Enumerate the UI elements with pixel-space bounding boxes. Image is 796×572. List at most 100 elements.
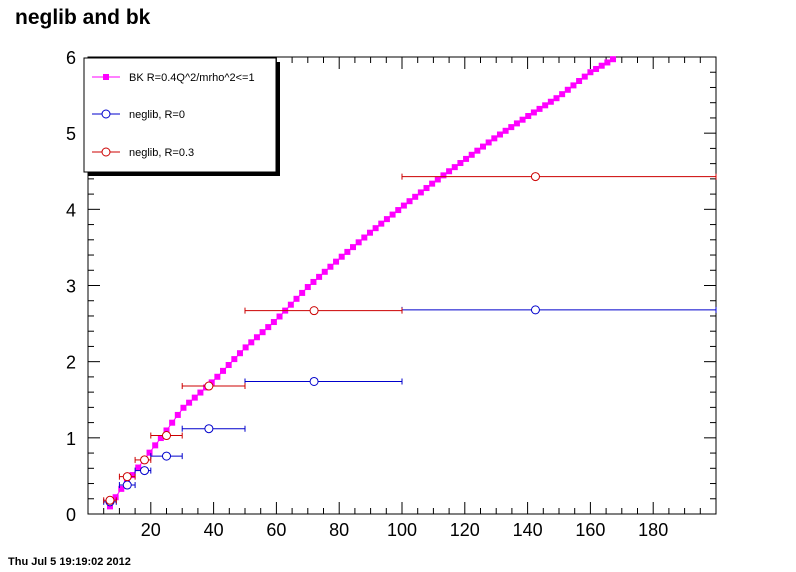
neglib-r0-data-point — [530, 305, 540, 315]
chart-title: neglib and bk — [15, 6, 151, 29]
neglib-r03-data-point — [140, 455, 150, 465]
bk-data-point — [118, 485, 125, 492]
bk-data-point — [214, 373, 221, 380]
bk-data-point — [146, 449, 153, 456]
neglib-r0-data-point — [122, 480, 132, 490]
bk-data-point — [169, 419, 176, 426]
neglib-r03-data-point — [204, 381, 214, 391]
bk-data-point — [191, 394, 198, 401]
y-tick-label: 5 — [66, 124, 76, 144]
bk-data-point — [276, 313, 283, 320]
neglib-r0-data-point — [309, 376, 319, 386]
x-tick-label: 80 — [329, 520, 349, 540]
x-tick-label: 40 — [204, 520, 224, 540]
bk-data-point — [152, 442, 159, 449]
bk-data-point — [463, 155, 470, 162]
bk-data-point — [112, 494, 119, 501]
bk-data-point — [542, 102, 549, 109]
bk-data-point — [485, 139, 492, 146]
bk-data-point — [163, 427, 170, 434]
bk-data-point — [451, 164, 458, 171]
bk-data-point — [186, 399, 193, 406]
bk-data-point — [406, 198, 413, 205]
bk-data-point — [270, 319, 277, 326]
bk-data-point — [610, 56, 617, 63]
bk-data-point — [598, 62, 605, 69]
neglib-r0-data-point — [204, 424, 214, 434]
bk-data-point — [395, 207, 402, 214]
bk-data-point — [457, 160, 464, 167]
neglib-r03-data-point — [530, 172, 540, 182]
bk-data-point — [434, 176, 441, 183]
bk-data-point — [366, 229, 373, 236]
neglib-r0-data-point — [140, 466, 150, 476]
bk-data-point — [350, 244, 357, 251]
bk-data-point — [604, 59, 611, 66]
neglib-r03-data-point — [162, 431, 171, 441]
x-tick-label: 60 — [266, 520, 286, 540]
neglib-r0-data-point — [162, 451, 171, 461]
bk-data-point — [576, 78, 583, 85]
bk-data-point — [220, 367, 227, 374]
legend: BK R=0.4Q^2/mrho^2<=1 neglib, R=0 neglib, … — [83, 57, 280, 176]
bk-data-point — [327, 263, 334, 270]
legend-entry: BK R=0.4Q^2/mrho^2<=1 — [129, 72, 255, 84]
legend-marker — [101, 109, 111, 119]
bk-data-point — [208, 379, 215, 386]
bk-data-point — [491, 135, 498, 142]
bk-data-point — [400, 202, 407, 209]
bk-data-point — [564, 86, 571, 93]
bk-data-point — [508, 124, 515, 131]
bk-data-point — [265, 324, 272, 331]
bk-data-point — [259, 329, 266, 336]
bk-data-point — [157, 435, 164, 442]
bk-data-point — [559, 91, 566, 98]
neglib-r03-data-point — [105, 495, 115, 505]
bk-data-point — [304, 284, 311, 291]
bk-data-point — [253, 334, 260, 341]
x-tick-label: 160 — [575, 520, 605, 540]
bk-data-point — [502, 127, 509, 134]
bk-data-point — [525, 113, 532, 120]
bk-data-point — [316, 273, 323, 280]
bk-data-point — [197, 389, 204, 396]
y-tick-label: 1 — [66, 429, 76, 449]
bk-data-point — [496, 131, 503, 138]
bk-data-point — [468, 151, 475, 158]
bk-data-point — [389, 211, 396, 218]
bk-data-point — [231, 356, 238, 363]
legend-marker — [101, 147, 111, 157]
bk-data-point — [338, 253, 345, 260]
bk-data-point — [519, 116, 526, 123]
bk-data-point — [587, 69, 594, 76]
bk-data-point — [355, 239, 362, 246]
bk-data-point — [440, 172, 447, 179]
bk-data-point — [372, 225, 379, 232]
bk-data-point — [361, 234, 368, 241]
x-tick-label: 120 — [450, 520, 480, 540]
bk-data-point — [593, 65, 600, 72]
bk-data-point — [236, 350, 243, 357]
plot-series — [103, 56, 717, 510]
bk-data-point — [547, 98, 554, 105]
bk-data-point — [293, 295, 300, 302]
bk-data-point — [344, 248, 351, 255]
legend-entry: neglib, R=0 — [129, 109, 185, 121]
bk-data-point — [530, 109, 537, 116]
bk-data-point — [225, 361, 232, 368]
x-tick-label: 20 — [141, 520, 161, 540]
bk-data-point — [174, 411, 181, 418]
bk-data-point — [417, 189, 424, 196]
x-tick-label: 140 — [513, 520, 543, 540]
bk-data-point — [299, 289, 306, 296]
bk-data-point — [310, 278, 317, 285]
legend-entry: neglib, R=0.3 — [129, 147, 194, 159]
bk-data-point — [474, 147, 481, 154]
bk-data-point — [242, 344, 249, 351]
bk-data-point — [480, 143, 487, 150]
bk-data-point — [446, 168, 453, 175]
y-tick-label: 3 — [66, 277, 76, 297]
bk-data-point — [412, 193, 419, 200]
bk-data-point — [287, 301, 294, 308]
y-tick-label: 0 — [66, 505, 76, 525]
